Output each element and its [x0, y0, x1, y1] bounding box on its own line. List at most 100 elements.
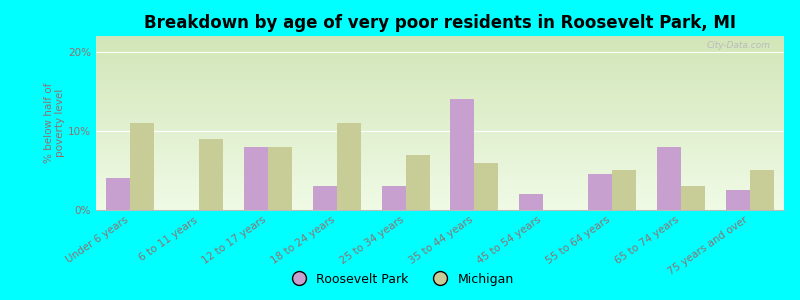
- Bar: [96, 204, 784, 205]
- Bar: [96, 162, 784, 163]
- Bar: [96, 46, 784, 47]
- Bar: [96, 154, 784, 155]
- Bar: [96, 169, 784, 170]
- Bar: [96, 142, 784, 143]
- Bar: [96, 49, 784, 50]
- Bar: [96, 170, 784, 171]
- Bar: [96, 84, 784, 85]
- Bar: [96, 65, 784, 66]
- Bar: [657, 147, 681, 210]
- Bar: [96, 40, 784, 41]
- Bar: [96, 41, 784, 42]
- Bar: [96, 119, 784, 120]
- Bar: [96, 177, 784, 178]
- Bar: [96, 132, 784, 133]
- Bar: [96, 145, 784, 146]
- Bar: [96, 185, 784, 186]
- Bar: [268, 147, 292, 210]
- Bar: [96, 99, 784, 100]
- Bar: [96, 183, 784, 184]
- Bar: [96, 164, 784, 165]
- Bar: [96, 62, 784, 63]
- Bar: [96, 189, 784, 190]
- Bar: [96, 153, 784, 154]
- Bar: [96, 56, 784, 57]
- Bar: [96, 209, 784, 210]
- Bar: [96, 197, 784, 198]
- Bar: [96, 140, 784, 141]
- Bar: [96, 53, 784, 54]
- Bar: [96, 122, 784, 123]
- Bar: [474, 163, 498, 210]
- Bar: [96, 128, 784, 129]
- Bar: [96, 76, 784, 77]
- Bar: [96, 83, 784, 84]
- Bar: [96, 45, 784, 46]
- Bar: [96, 92, 784, 93]
- Bar: [96, 203, 784, 204]
- Bar: [96, 184, 784, 185]
- Bar: [96, 130, 784, 131]
- Bar: [96, 172, 784, 173]
- Bar: [96, 70, 784, 71]
- Bar: [96, 74, 784, 75]
- Bar: [612, 170, 636, 210]
- Bar: [199, 139, 223, 210]
- Bar: [96, 55, 784, 56]
- Bar: [96, 139, 784, 140]
- Bar: [96, 201, 784, 202]
- Bar: [750, 170, 774, 210]
- Bar: [96, 66, 784, 67]
- Bar: [96, 43, 784, 44]
- Bar: [96, 44, 784, 45]
- Bar: [96, 199, 784, 200]
- Bar: [96, 167, 784, 168]
- Bar: [96, 107, 784, 108]
- Bar: [96, 72, 784, 73]
- Bar: [96, 105, 784, 106]
- Legend: Roosevelt Park, Michigan: Roosevelt Park, Michigan: [282, 268, 518, 291]
- Bar: [96, 86, 784, 87]
- Bar: [96, 118, 784, 119]
- Bar: [96, 52, 784, 53]
- Bar: [96, 198, 784, 199]
- Bar: [96, 59, 784, 60]
- Bar: [96, 36, 784, 37]
- Bar: [96, 146, 784, 147]
- Bar: [96, 85, 784, 86]
- Bar: [96, 67, 784, 68]
- Bar: [96, 173, 784, 174]
- Bar: [96, 148, 784, 149]
- Text: City-Data.com: City-Data.com: [706, 41, 770, 50]
- Bar: [96, 168, 784, 169]
- Bar: [96, 175, 784, 176]
- Bar: [96, 129, 784, 130]
- Bar: [96, 100, 784, 101]
- Bar: [96, 124, 784, 125]
- Bar: [96, 78, 784, 79]
- Bar: [244, 147, 268, 210]
- Bar: [96, 120, 784, 121]
- Bar: [96, 98, 784, 99]
- Bar: [96, 101, 784, 102]
- Bar: [96, 157, 784, 158]
- Bar: [96, 194, 784, 195]
- Bar: [96, 113, 784, 114]
- Bar: [96, 82, 784, 83]
- Bar: [96, 186, 784, 187]
- Bar: [96, 60, 784, 61]
- Bar: [96, 182, 784, 183]
- Bar: [681, 186, 705, 210]
- Bar: [96, 90, 784, 91]
- Bar: [96, 48, 784, 49]
- Bar: [96, 188, 784, 189]
- Bar: [726, 190, 750, 210]
- Y-axis label: % below half of
poverty level: % below half of poverty level: [44, 83, 66, 163]
- Bar: [96, 131, 784, 132]
- Bar: [450, 99, 474, 210]
- Bar: [96, 68, 784, 69]
- Bar: [96, 58, 784, 59]
- Bar: [96, 160, 784, 161]
- Bar: [96, 144, 784, 145]
- Bar: [96, 93, 784, 94]
